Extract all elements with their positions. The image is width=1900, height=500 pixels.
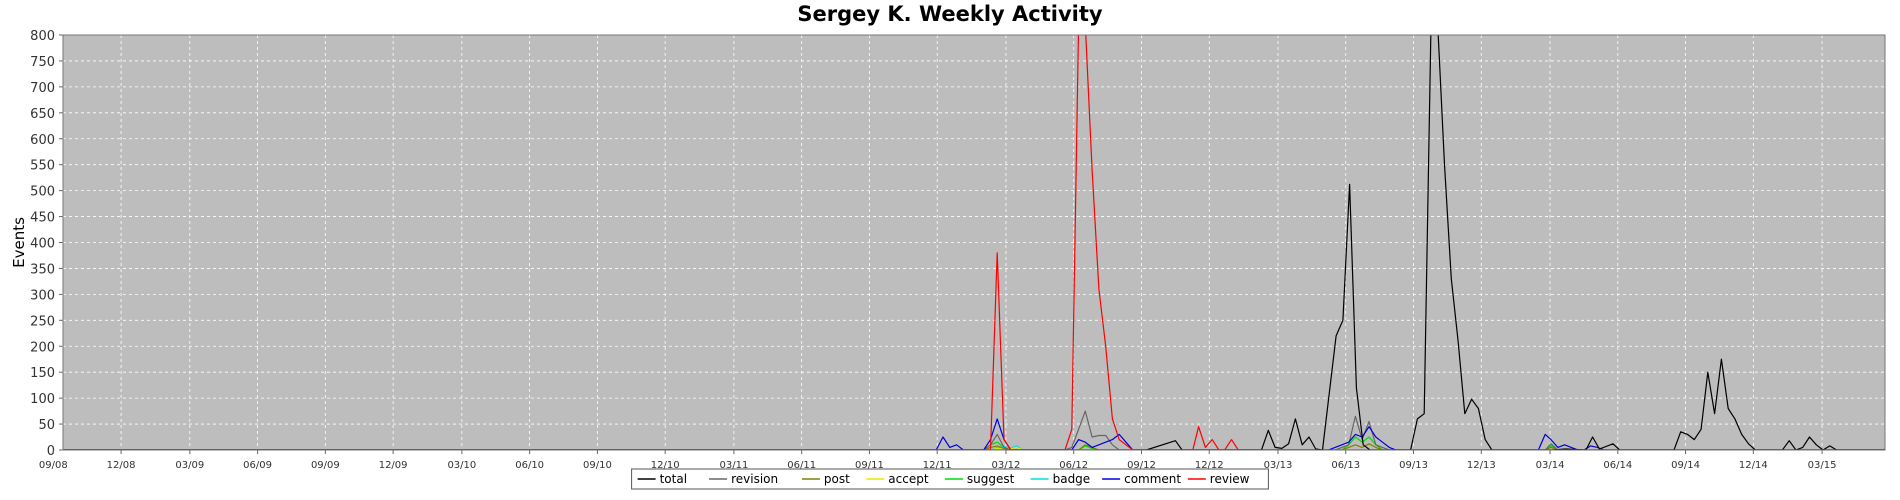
y-tick-label: 100	[30, 392, 55, 407]
series-line-suggest	[63, 436, 1885, 450]
series-line-revision	[63, 410, 1885, 450]
x-tick-label: 06/12	[1059, 460, 1088, 471]
x-tick-label: 03/15	[1808, 460, 1837, 471]
legend-label-badge: badge	[1053, 472, 1091, 486]
y-tick-label: 400	[30, 237, 55, 252]
x-tick-label: 09/10	[583, 460, 612, 471]
x-tick-label: 12/08	[107, 460, 136, 471]
y-tick-label: 750	[30, 55, 55, 70]
y-tick-label: 250	[30, 314, 55, 329]
x-tick-label: 03/09	[175, 460, 204, 471]
legend-label-suggest: suggest	[967, 472, 1015, 486]
y-tick-label: 50	[38, 418, 55, 433]
y-axis: 0 50 100 150 200 250 300 350 400 450 500 550 600 650 7…	[30, 29, 63, 459]
legend-label-comment: comment	[1124, 472, 1181, 486]
series-lines	[63, 35, 1885, 450]
x-tick-label: 09/09	[311, 460, 340, 471]
x-tick-label: 12/13	[1467, 460, 1496, 471]
chart-title: Sergey K. Weekly Activity	[797, 2, 1103, 26]
legend: total revision post accept suggest badge comme…	[631, 468, 1269, 490]
x-tick-label: 06/14	[1603, 460, 1632, 471]
x-tick-label: 03/14	[1536, 460, 1565, 471]
y-tick-label: 200	[30, 340, 55, 355]
x-tick-label: 12/11	[923, 460, 952, 471]
y-axis-label: Events	[10, 217, 28, 268]
x-tick-label: 09/14	[1671, 460, 1700, 471]
x-tick-label: 06/13	[1331, 460, 1360, 471]
x-tick-label: 03/12	[992, 460, 1021, 471]
y-tick-label: 0	[47, 444, 55, 459]
series-line-accept	[63, 446, 1885, 450]
x-tick-label: 12/12	[1195, 460, 1224, 471]
legend-label-revision: revision	[731, 472, 778, 486]
x-tick-label: 09/11	[855, 460, 884, 471]
y-tick-label: 800	[30, 29, 55, 44]
legend-label-accept: accept	[888, 472, 929, 486]
x-tick-label: 09/08	[39, 460, 68, 471]
x-tick-label: 03/13	[1264, 460, 1293, 471]
x-tick-label: 06/09	[243, 460, 272, 471]
y-tick-label: 650	[30, 107, 55, 122]
x-tick-label: 03/10	[447, 460, 476, 471]
x-tick-label: 09/13	[1399, 460, 1428, 471]
y-tick-label: 700	[30, 81, 55, 96]
y-tick-label: 450	[30, 211, 55, 226]
y-tick-label: 300	[30, 288, 55, 303]
legend-label-review: review	[1210, 472, 1250, 486]
x-tick-label: 06/10	[515, 460, 544, 471]
x-tick-label: 09/12	[1127, 460, 1156, 471]
y-tick-label: 150	[30, 366, 55, 381]
y-tick-label: 600	[30, 133, 55, 148]
x-tick-label: 06/11	[787, 460, 816, 471]
series-line-comment	[63, 418, 1885, 450]
x-tick-label: 03/11	[719, 460, 748, 471]
series-line-post	[63, 443, 1885, 450]
series-line-review	[63, 35, 1885, 450]
legend-label-post: post	[824, 472, 850, 486]
x-tick-label: 12/10	[651, 460, 680, 471]
x-tick-label: 12/14	[1739, 460, 1768, 471]
series-line-total	[63, 35, 1885, 450]
x-tick-label: 12/09	[379, 460, 408, 471]
y-tick-label: 550	[30, 159, 55, 174]
plot-frame	[62, 34, 1886, 451]
y-tick-label: 500	[30, 185, 55, 200]
legend-label-total: total	[660, 472, 687, 486]
x-axis: 09/08 12/08 03/09 06/09 09/09 12/09 03/10 06/10…	[39, 450, 1837, 471]
y-tick-label: 350	[30, 262, 55, 277]
